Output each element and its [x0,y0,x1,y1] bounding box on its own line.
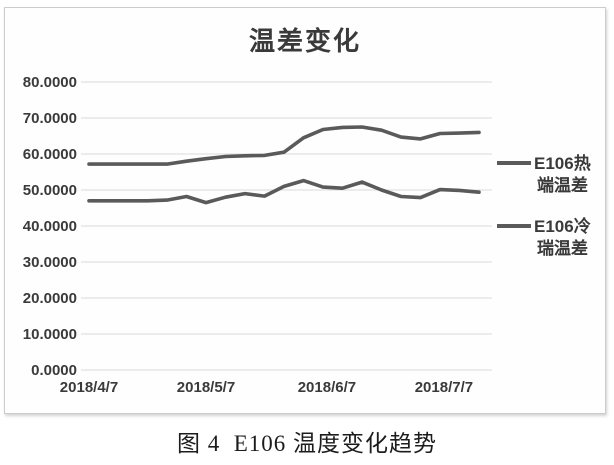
y-axis-tick-label: 50.0000 [23,182,77,199]
legend-label-line1: E106冷 [534,216,591,236]
chart-area: 0.0000 10.0000 20.0000 30.0000 40.0000 50.000… [4,7,606,414]
y-axis-tick-label: 80.0000 [23,74,77,91]
x-axis-tick-label: 2018/5/7 [177,379,235,396]
legend-label-line2: 瑞温差 [537,238,588,258]
series-line-2 [87,178,481,205]
y-axis-tick-label: 40.0000 [23,218,77,235]
y-axis-tick-label: 60.0000 [23,146,77,163]
y-axis-tick-label: 10.0000 [23,326,77,343]
series-line-1 [87,125,481,166]
y-axis-tick-label: 20.0000 [23,290,77,307]
x-axis-tick-label: 2018/6/7 [298,379,356,396]
chart-title: 温差变化 [249,26,361,56]
y-axis-tick-label: 0.0000 [31,362,77,379]
y-axis-tick-label: 30.0000 [23,254,77,271]
y-axis-tick-label: 70.0000 [23,110,77,127]
figure-caption: 图 4 E106 温度变化趋势 [176,431,438,456]
legend-label-line2: 端温差 [537,175,588,195]
legend-label-line1: E106热 [534,153,591,173]
line-chart: 0.0000 10.0000 20.0000 30.0000 40.0000 50.000… [23,26,591,396]
x-axis-tick-label: 2018/4/7 [60,379,118,396]
x-axis-tick-label: 2018/7/7 [415,379,473,396]
